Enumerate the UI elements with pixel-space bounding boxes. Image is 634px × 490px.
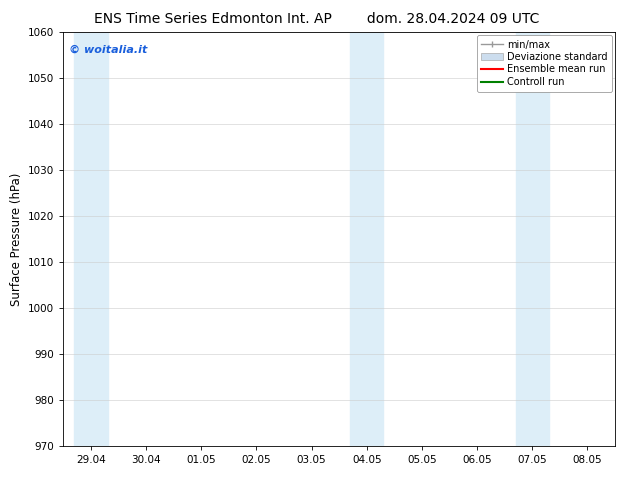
Legend: min/max, Deviazione standard, Ensemble mean run, Controll run: min/max, Deviazione standard, Ensemble m… — [477, 35, 612, 92]
Text: ENS Time Series Edmonton Int. AP        dom. 28.04.2024 09 UTC: ENS Time Series Edmonton Int. AP dom. 28… — [94, 12, 540, 26]
Bar — [74, 32, 108, 446]
Text: © woitalia.it: © woitalia.it — [69, 44, 147, 54]
Bar — [350, 32, 384, 446]
Y-axis label: Surface Pressure (hPa): Surface Pressure (hPa) — [10, 172, 23, 306]
Bar — [515, 32, 549, 446]
